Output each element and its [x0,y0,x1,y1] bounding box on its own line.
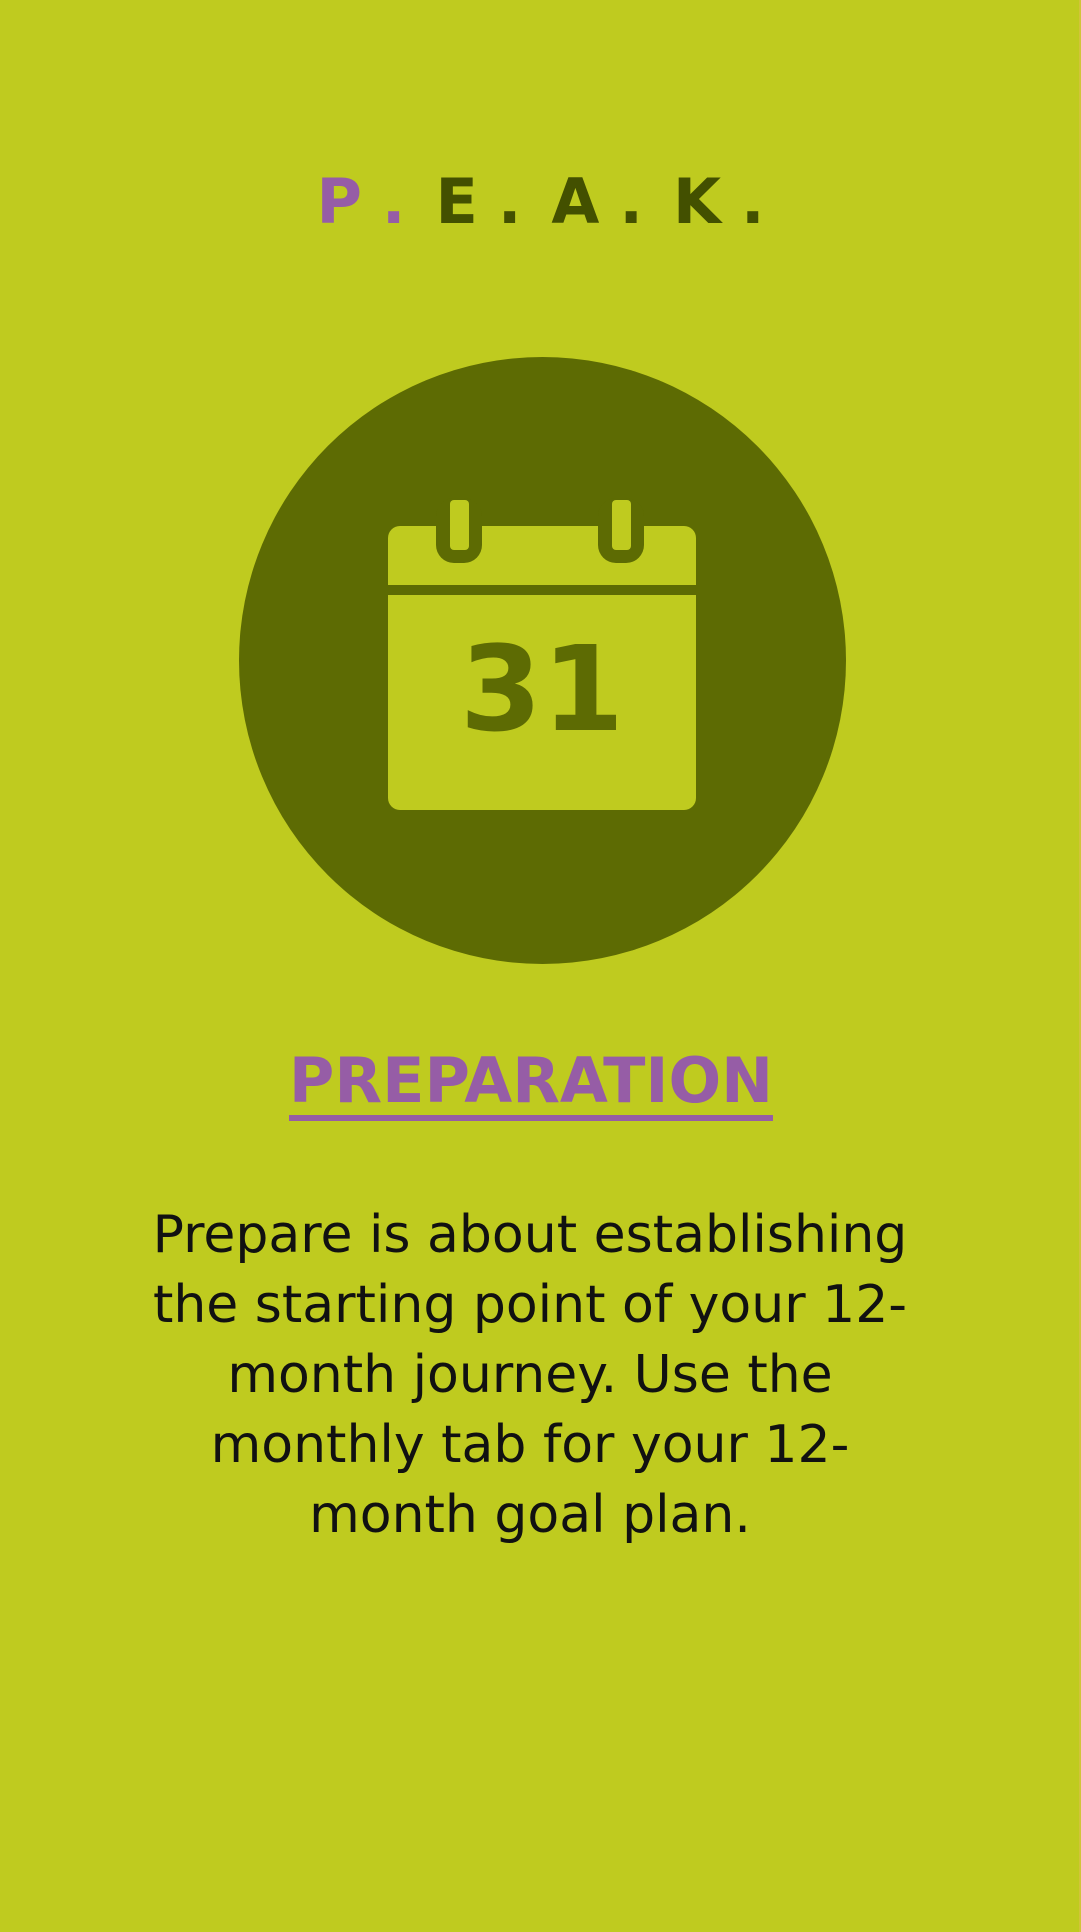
section-description: Prepare is about establishing the starti… [152,1205,908,1545]
calendar-icon [388,498,696,810]
logo-letter-e: E [435,165,478,238]
section-title[interactable]: PREPARATION [0,1045,1062,1121]
logo-dot: . [619,165,643,238]
logo-dot: . [740,165,765,238]
calendar-day-number: 31 [459,620,625,758]
peak-logo: P. E. A. K. [0,165,1081,238]
section-title-text[interactable]: PREPARATION [288,1047,774,1121]
logo-dot: . [497,165,522,238]
logo-letter-a: A [551,165,600,238]
logo-letter-k: K [672,165,721,238]
edge-stripe [1079,0,1081,1932]
logo-dot: . [381,165,406,238]
logo-letter-p: P [316,165,362,238]
